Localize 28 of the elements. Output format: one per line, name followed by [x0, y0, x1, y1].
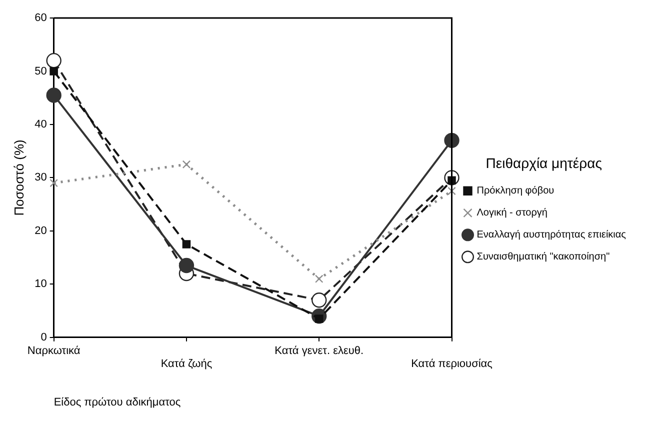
x-tick-label: Κατά ζωής [160, 358, 212, 370]
point [50, 178, 58, 188]
point [182, 240, 191, 248]
x-tick-label: Ναρκωτικά [27, 345, 81, 358]
point [46, 52, 62, 68]
y-tick-label: 0 [40, 331, 47, 344]
legend-label: Συναισθηματική "κακοποίηση" [476, 252, 610, 263]
legend-label: Εναλλαγή αυστηρότητας επιείκιας [476, 230, 626, 241]
y-tick-label: 10 [34, 278, 47, 290]
point [50, 67, 58, 76]
y-tick-label: 60 [34, 12, 47, 24]
point [46, 88, 62, 103]
point [448, 186, 456, 196]
point [312, 292, 327, 308]
point [182, 160, 191, 169]
y-tick-label: 50 [34, 65, 47, 78]
point [314, 274, 324, 283]
legend-label: Πρόκληση φόβου [476, 186, 554, 197]
legend-title: Πειθαρχία μητέρας [486, 154, 602, 171]
point [178, 258, 194, 274]
legend-label: Λογική - στοργή [476, 208, 548, 219]
y-tick-label: 30 [34, 172, 47, 184]
x-axis-title: Είδος πρώτου αδικήματος [54, 396, 181, 408]
y-tick-label: 40 [34, 118, 47, 130]
y-axis-title: Ποσοστό (%) [11, 140, 26, 216]
y-tick-label: 20 [34, 224, 47, 237]
x-tick-label: Κατά γενετ. ελευθ. [274, 345, 364, 358]
x-tick-label: Κατά περιουσίας [411, 358, 492, 370]
